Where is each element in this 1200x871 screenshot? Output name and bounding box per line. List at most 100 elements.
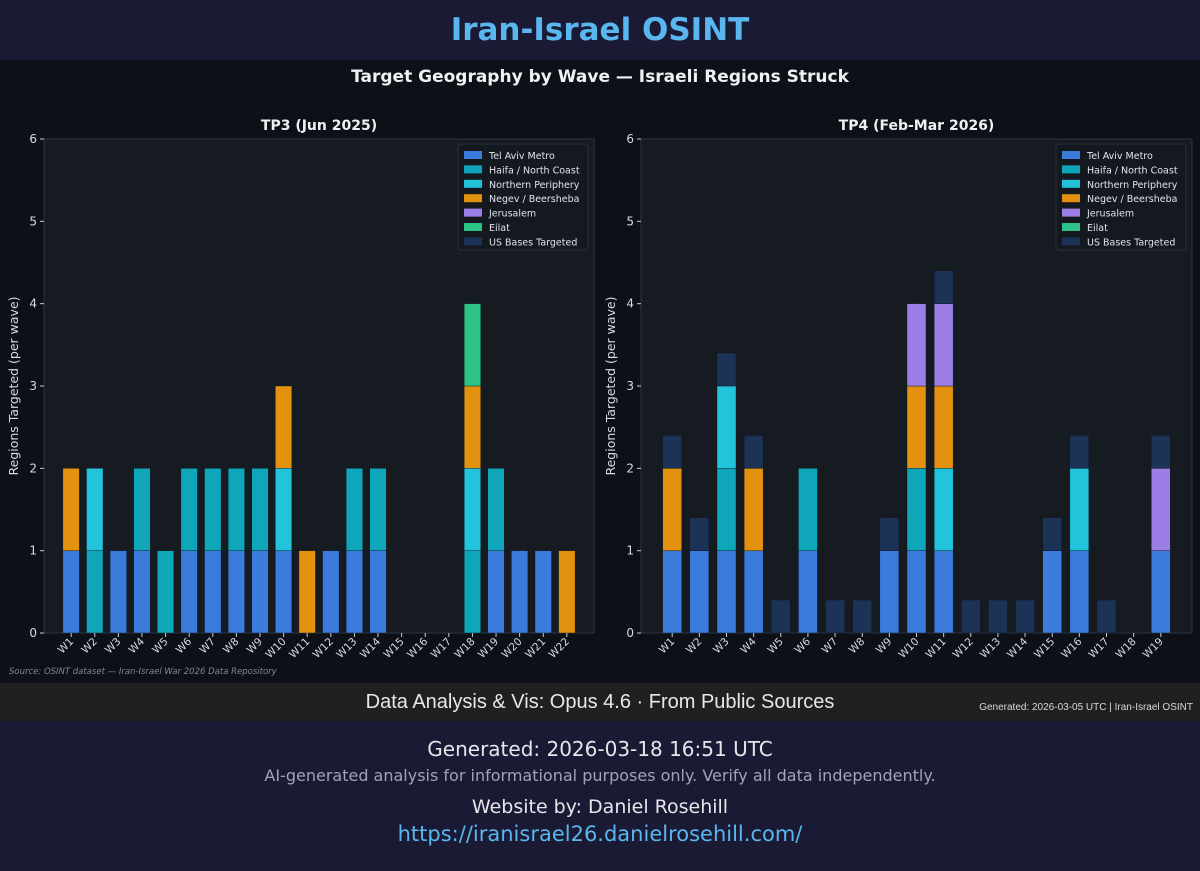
- bar-segment-w10-negev-beersheba: [275, 385, 293, 469]
- x-tick-label: W10: [263, 636, 288, 661]
- x-tick-label: W16: [405, 635, 431, 661]
- legend-swatch: [464, 151, 482, 159]
- bar-segment-w9-tel-aviv-metro: [879, 550, 900, 634]
- attribution-main: Data Analysis & Vis: Opus 4.6 · From Pub…: [365, 691, 835, 713]
- bar-segment-w3-us-bases-targeted: [716, 352, 737, 387]
- panel-title: TP4 (Feb-Mar 2026): [839, 118, 995, 134]
- site-header: Iran-Israel OSINT: [0, 0, 1200, 60]
- bar-segment-w20-tel-aviv-metro: [511, 550, 529, 634]
- chart-panel-2: TP4 (Feb-Mar 2026) 0 1 2 3 4 5 6 Regions Targete…: [603, 118, 1193, 661]
- x-tick-label: W4: [127, 635, 148, 656]
- x-tick-label: W7: [820, 636, 841, 657]
- site-title: Iran-Israel OSINT: [450, 12, 750, 48]
- bar-segment-w19-jerusalem: [1151, 468, 1171, 551]
- bar-segment-w14-tel-aviv-metro: [369, 550, 387, 634]
- bar-segment-w7-us-bases-targeted: [825, 599, 845, 634]
- x-tick-label: W15: [381, 636, 406, 661]
- bar-segment-w1-negev-beersheba: [662, 468, 682, 551]
- y-tick-label: 2: [29, 461, 37, 475]
- bar-segment-w4-us-bases-targeted: [743, 435, 764, 469]
- chart-legend: Tel Aviv Metro Haifa / North Coast Norther…: [457, 143, 589, 251]
- x-tick-label: W17: [1086, 636, 1111, 661]
- bar-segment-w7-haifa-north-coast: [204, 468, 222, 551]
- x-tick-label: W15: [1032, 636, 1057, 661]
- bar-segment-w14-haifa-north-coast: [369, 468, 387, 551]
- x-tick-label: W14: [1005, 635, 1031, 661]
- bar-segment-w4-negev-beersheba: [743, 468, 764, 551]
- panel-title: TP3 (Jun 2025): [261, 118, 377, 134]
- x-tick-label: W6: [792, 635, 813, 656]
- x-tick-label: W19: [476, 636, 501, 661]
- legend-box: [1055, 143, 1187, 251]
- legend-swatch: [1062, 208, 1080, 217]
- bar-segment-w12-tel-aviv-metro: [322, 550, 340, 634]
- bar-segment-w19-tel-aviv-metro: [1151, 550, 1171, 634]
- bar-segment-w13-haifa-north-coast: [345, 468, 363, 551]
- chart-figure: Target Geography by Wave — Israeli Regio…: [0, 60, 1200, 683]
- bar-segment-w5-us-bases-targeted: [771, 599, 791, 634]
- bar-segment-w7-tel-aviv-metro: [204, 550, 222, 634]
- bar-segment-w8-us-bases-targeted: [852, 599, 872, 634]
- bar-segment-w19-haifa-north-coast: [487, 468, 505, 551]
- bar-segment-w16-us-bases-targeted: [1069, 435, 1090, 469]
- x-tick-label: W8: [221, 636, 242, 657]
- bar-segment-w10-northern-periphery: [275, 468, 293, 551]
- x-tick-label: W18: [1113, 636, 1138, 661]
- legend-swatch: [464, 237, 482, 246]
- bar-segment-w1-negev-beersheba: [62, 468, 80, 551]
- x-tick-label: W22: [547, 636, 572, 661]
- legend-label: Northern Periphery: [1087, 180, 1178, 191]
- bar-segment-w10-negev-beersheba: [906, 385, 927, 469]
- y-tick-label: 0: [626, 626, 634, 640]
- y-tick-label: 6: [626, 132, 634, 146]
- legend-swatch: [1062, 179, 1080, 188]
- y-axis-label: Regions Targeted (per wave): [6, 296, 21, 475]
- bar-segment-w2-haifa-north-coast: [86, 550, 104, 634]
- bar-segment-w11-northern-periphery: [933, 468, 954, 551]
- x-tick-label: W1: [657, 636, 678, 657]
- y-tick-label: 5: [626, 214, 634, 228]
- x-tick-label: W12: [951, 636, 976, 661]
- legend-label: Negev / Beersheba: [489, 194, 579, 205]
- x-tick-label: W8: [847, 636, 868, 657]
- bar-segment-w10-tel-aviv-metro: [275, 550, 293, 634]
- legend-swatch: [464, 223, 482, 231]
- legend-swatch: [464, 179, 482, 188]
- legend-label: Haifa / North Coast: [1087, 165, 1178, 176]
- x-tick-label: W2: [79, 636, 100, 657]
- footer-website-link[interactable]: https://iranisrael26.danielrosehill.com/: [397, 822, 803, 846]
- bar-segment-w10-tel-aviv-metro: [906, 550, 927, 634]
- legend-label: Negev / Beersheba: [1087, 194, 1177, 205]
- bar-segment-w13-tel-aviv-metro: [345, 550, 363, 634]
- legend-label: US Bases Targeted: [489, 237, 577, 248]
- y-tick-label: 1: [29, 544, 37, 558]
- legend-label: Eilat: [489, 223, 510, 234]
- x-tick-label: W6: [174, 635, 195, 656]
- legend-swatch: [1062, 151, 1080, 159]
- x-tick-label: W1: [56, 636, 77, 657]
- bar-segment-w11-jerusalem: [933, 303, 954, 387]
- x-tick-label: W13: [334, 636, 359, 661]
- legend-swatch: [1062, 194, 1080, 203]
- bar-segment-w6-haifa-north-coast: [798, 468, 818, 551]
- bar-segment-w4-haifa-north-coast: [133, 468, 151, 551]
- y-tick-label: 3: [29, 379, 37, 393]
- bar-segment-w17-us-bases-targeted: [1096, 599, 1117, 634]
- bar-segment-w1-us-bases-targeted: [662, 435, 682, 469]
- bar-segment-w22-negev-beersheba: [558, 550, 576, 634]
- x-tick-label: W3: [711, 636, 732, 657]
- bar-segment-w9-tel-aviv-metro: [251, 550, 269, 634]
- x-tick-label: W19: [1141, 636, 1166, 661]
- x-tick-label: W12: [311, 636, 336, 661]
- bar-segment-w16-tel-aviv-metro: [1069, 550, 1090, 634]
- bar-segment-w14-us-bases-targeted: [1015, 599, 1035, 634]
- bar-segment-w11-negev-beersheba: [298, 550, 316, 634]
- bar-segment-w1-tel-aviv-metro: [662, 550, 682, 634]
- footer-generated: Generated: 2026-03-18 16:51 UTC: [427, 737, 773, 761]
- x-tick-label: W13: [978, 636, 1003, 661]
- bar-segment-w2-northern-periphery: [86, 468, 104, 551]
- bar-segment-w18-northern-periphery: [463, 468, 481, 551]
- y-tick-label: 4: [29, 297, 37, 311]
- legend-label: US Bases Targeted: [1087, 237, 1175, 248]
- bar-segment-w3-haifa-north-coast: [716, 468, 737, 551]
